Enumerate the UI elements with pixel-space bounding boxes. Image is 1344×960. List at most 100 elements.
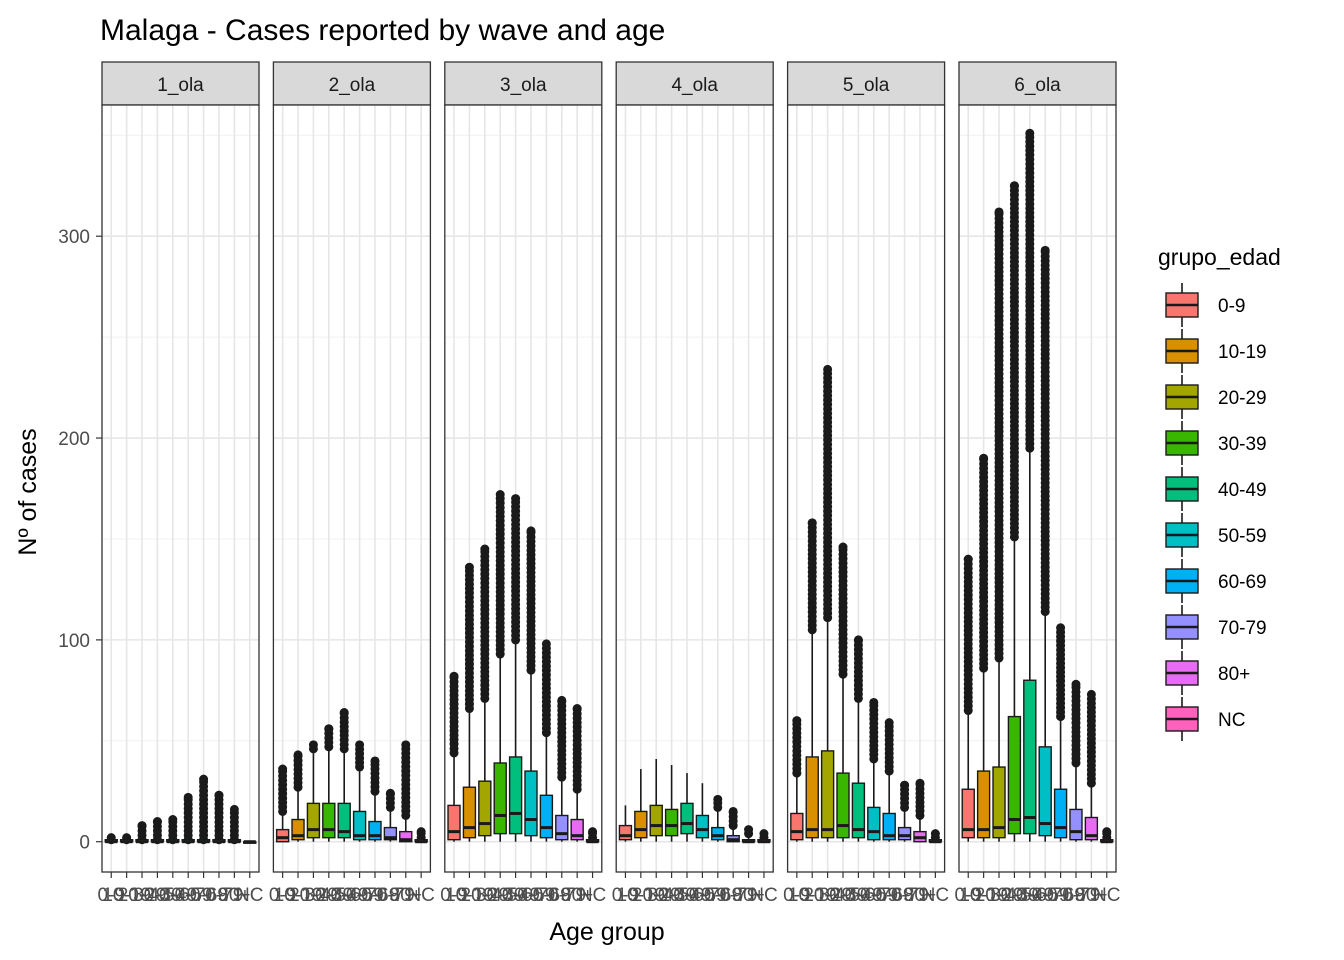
x-tick-label: 50-59 — [335, 885, 384, 906]
box-body — [306, 802, 321, 839]
facet-strip-label: 1_ola — [157, 75, 204, 96]
outlier-point — [541, 639, 551, 649]
facet-strip-label: 4_ola — [671, 75, 718, 96]
x-tick-label: 80+ — [1075, 885, 1107, 906]
x-tick-label: 20-29 — [118, 885, 167, 906]
outlier-point — [214, 790, 224, 800]
outlier-point — [1009, 181, 1019, 191]
x-tick-label: 30-39 — [819, 885, 868, 906]
outlier-point — [355, 740, 365, 750]
facet-strip-label: 3_ola — [500, 75, 547, 96]
legend-label: 70-79 — [1218, 618, 1267, 639]
box-body — [399, 830, 413, 843]
box-80+ — [1084, 689, 1099, 842]
box-body — [664, 808, 679, 837]
y-axis-title: Nº of cases — [14, 428, 42, 555]
y-axis: 0 100 200 300 — [58, 227, 102, 854]
x-tick-label: 80+ — [561, 885, 593, 906]
box-NC — [928, 829, 943, 844]
outlier-point — [183, 792, 193, 802]
facet-panel-3_ola: 3_ola 0-910-1920-2930-3940-4950-5960-6970… — [440, 61, 606, 906]
y-tick-label: 200 — [58, 429, 90, 450]
x-tick-label: 70-79 — [709, 885, 758, 906]
x-tick-label: NC — [579, 885, 606, 906]
box-80+ — [399, 740, 413, 843]
box-body — [1069, 808, 1083, 841]
box-60-69 — [368, 756, 382, 842]
box-NC — [243, 840, 257, 844]
panel-border — [786, 104, 946, 873]
x-tick-label: 10-19 — [617, 885, 666, 906]
outlier-point — [168, 815, 178, 825]
x-tick-label: 70-79 — [537, 885, 586, 906]
outlier-point — [1056, 623, 1066, 633]
box-30-39 — [493, 490, 507, 842]
x-tick-label: 60-69 — [522, 885, 571, 906]
box-body — [805, 756, 819, 839]
x-tick-label: 0-9 — [269, 885, 296, 906]
outlier-point — [572, 704, 582, 714]
outlier-point — [339, 708, 349, 718]
outlier-point — [1040, 245, 1050, 255]
box-NC — [1100, 827, 1114, 844]
panel-border — [615, 104, 774, 873]
y-tick-label: 300 — [58, 227, 90, 248]
x-tick-label: 10-19 — [788, 885, 837, 906]
box-body — [337, 802, 351, 839]
box-0-9 — [447, 671, 461, 842]
box-30-39 — [1007, 181, 1022, 842]
x-tick-label: 40-49 — [148, 885, 197, 906]
outlier-point — [557, 695, 567, 705]
box-10-19 — [805, 518, 819, 842]
legend-label: 20-29 — [1218, 388, 1267, 409]
box-body — [508, 756, 523, 835]
outlier-point — [963, 554, 973, 564]
y-tick-label: 0 — [79, 833, 90, 854]
x-tick-label: 40-49 — [834, 885, 883, 906]
outlier-point — [900, 780, 910, 790]
legend-label: 40-49 — [1218, 480, 1267, 501]
box-body — [493, 762, 507, 835]
legend-label: 60-69 — [1218, 572, 1267, 593]
x-tick-label: NC — [1093, 885, 1120, 906]
x-tick-label: 60-69 — [693, 885, 742, 906]
box-body — [322, 802, 336, 839]
box-20-29 — [649, 758, 663, 842]
box-body — [649, 804, 663, 837]
outlier-point — [1071, 679, 1081, 689]
x-tick-label: 20-29 — [803, 885, 852, 906]
legend-item-70-79: 70-79 — [1165, 605, 1267, 649]
legend-label: 10-19 — [1218, 342, 1267, 363]
x-axis-title: Age group — [549, 918, 664, 946]
x-tick-label: 50-59 — [164, 885, 213, 906]
outlier-point — [278, 764, 288, 774]
outlier-point — [511, 494, 521, 504]
box-body — [275, 828, 290, 843]
x-tick-label: 60-69 — [1036, 885, 1085, 906]
outlier-point — [588, 827, 598, 837]
legend-label: NC — [1218, 710, 1245, 731]
box-body — [882, 812, 896, 841]
box-body — [836, 772, 850, 839]
box-50-59 — [181, 792, 195, 845]
outlier-point — [807, 518, 817, 528]
box-10-19 — [462, 562, 477, 842]
box-0-9 — [618, 805, 633, 842]
facet-panels: 1_ola0-910-1920-2930-3940-4950-5960-6970… — [98, 61, 1120, 906]
x-tick-label: 30-39 — [647, 885, 696, 906]
box-body — [820, 750, 835, 839]
x-tick-label: 10-19 — [274, 885, 323, 906]
box-body — [539, 794, 554, 839]
box-0-9 — [104, 833, 118, 845]
facet-panel-1_ola: 1_ola 0-910-1920-2930-3940-4950-5960-6970… — [98, 61, 263, 906]
outlier-point — [713, 794, 723, 804]
x-tick-label: 40-49 — [1005, 885, 1054, 906]
outlier-point — [495, 490, 505, 500]
outlier-point — [853, 635, 863, 645]
outlier-point — [728, 806, 738, 816]
x-tick-label: 50-59 — [1021, 885, 1070, 906]
box-80+ — [227, 804, 242, 845]
x-tick-label: 20-29 — [975, 885, 1024, 906]
x-tick-label: NC — [236, 885, 263, 906]
